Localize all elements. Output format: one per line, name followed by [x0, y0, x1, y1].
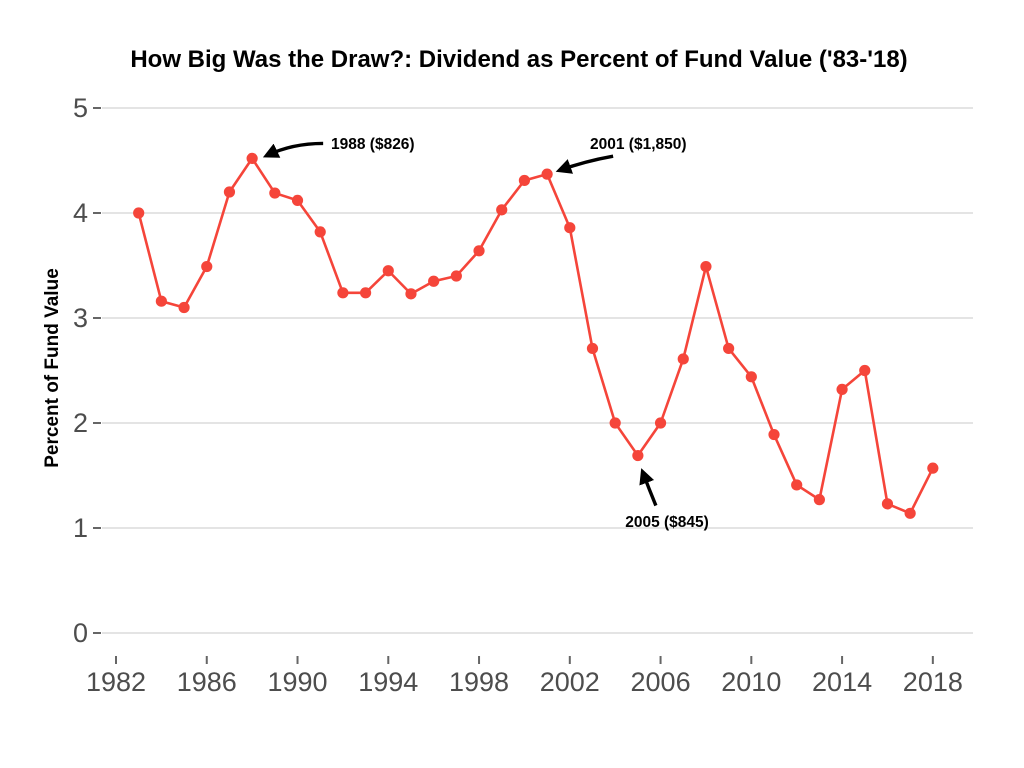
data-point-1998 [473, 245, 485, 257]
annotation-arrow-2001 [555, 154, 614, 174]
data-point-2000 [518, 174, 531, 187]
annotation-label-2005: 2005 ($845) [625, 514, 709, 531]
data-point-2004 [609, 417, 621, 429]
x-tick-label-1998: 1998 [449, 667, 509, 697]
chart-title: How Big Was the Draw?: Dividend as Perce… [130, 46, 908, 73]
data-point-1992 [337, 287, 349, 299]
x-tick-label-2014: 2014 [812, 667, 872, 697]
data-point-2017 [904, 507, 916, 519]
y-tick-label-0: 0 [73, 618, 88, 648]
data-point-2011 [768, 428, 780, 441]
x-tick-label-1986: 1986 [177, 667, 237, 697]
data-point-1987 [223, 186, 236, 198]
annotation-label-2001: 2001 ($1,850) [590, 136, 687, 153]
y-tick-label-3: 3 [73, 303, 88, 333]
x-tick-label-2002: 2002 [540, 667, 600, 697]
data-point-1996 [428, 275, 440, 287]
x-tick-label-2006: 2006 [631, 667, 691, 697]
data-point-1983 [133, 207, 145, 219]
data-point-1986 [201, 260, 213, 273]
data-point-1993 [359, 287, 372, 299]
series-line [137, 157, 935, 515]
x-tick-label-1994: 1994 [358, 667, 418, 697]
data-point-1999 [496, 204, 508, 216]
data-point-1991 [314, 226, 326, 238]
data-point-2001 [541, 168, 553, 180]
data-point-2014 [836, 383, 848, 395]
data-point-1990 [291, 194, 304, 206]
data-point-2016 [881, 498, 894, 510]
data-point-2005 [632, 449, 644, 462]
x-tick-label-2018: 2018 [903, 667, 963, 697]
data-point-2008 [700, 260, 712, 273]
data-point-2003 [586, 342, 599, 355]
data-point-1994 [382, 265, 394, 277]
annotation-label-1988: 1988 ($826) [331, 136, 415, 153]
data-point-1989 [269, 187, 281, 199]
data-point-2006 [654, 417, 667, 429]
annotation-arrow-2005 [639, 468, 658, 507]
data-point-2018 [927, 462, 939, 474]
data-point-2010 [745, 371, 757, 383]
data-point-2015 [859, 364, 871, 377]
data-point-2009 [723, 342, 735, 355]
y-tick-label-5: 5 [73, 93, 88, 123]
data-point-1988 [246, 152, 258, 164]
data-point-2013 [813, 494, 825, 506]
annotation-arrow-1988 [262, 141, 324, 158]
x-tick-label-1982: 1982 [86, 667, 146, 697]
data-point-1985 [178, 301, 190, 314]
data-point-1997 [450, 270, 462, 282]
data-point-1984 [155, 295, 167, 307]
x-tick-label-2010: 2010 [721, 667, 781, 697]
data-point-2012 [791, 479, 803, 491]
y-tick-label-1: 1 [73, 513, 88, 543]
data-point-2002 [564, 222, 576, 234]
y-tick-label-2: 2 [73, 408, 88, 438]
y-tick-label-4: 4 [73, 198, 88, 228]
data-point-2007 [677, 353, 689, 365]
data-point-1995 [405, 288, 417, 300]
x-tick-label-1990: 1990 [267, 667, 327, 697]
